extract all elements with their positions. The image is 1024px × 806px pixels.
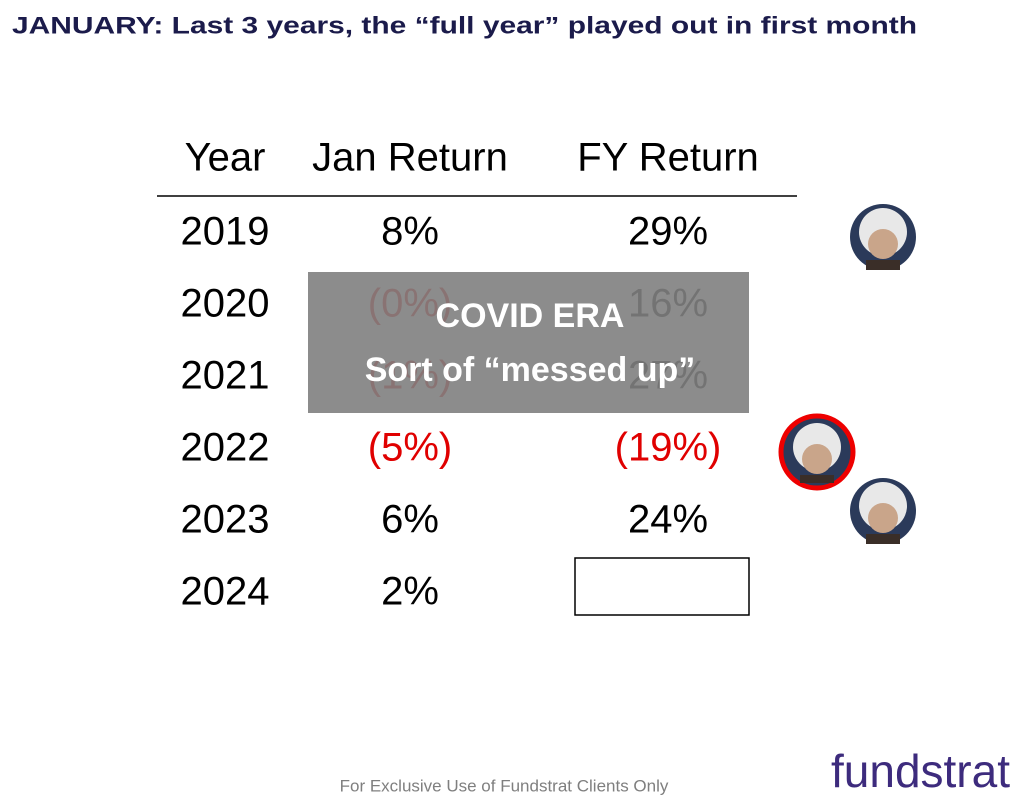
column-header: FY Return [577,136,759,180]
return-cell: 6% [381,498,439,542]
overlay-line: COVID ERA [436,297,625,335]
return-cell: (19%) [615,426,722,470]
column-header: Jan Return [312,136,508,180]
portrait-icon [850,204,916,270]
slide-title: JANUARY: Last 3 years, the “full year” p… [12,12,917,39]
footer-note: For Exclusive Use of Fundstrat Clients O… [340,776,669,795]
overlay-line: Sort of “messed up” [365,351,696,389]
return-cell: 29% [628,210,708,254]
overlay-box [308,272,749,413]
portrait-icon-highlighted [778,413,856,491]
logo: fundstrat [831,745,1010,797]
year-cell: 2021 [181,354,270,398]
column-header: Year [185,136,266,180]
return-cell: (5%) [368,426,452,470]
year-cell: 2023 [181,498,270,542]
empty-cell-box [574,557,750,616]
return-cell: 8% [381,210,439,254]
year-cell: 2024 [181,570,270,614]
year-cell: 2019 [181,210,270,254]
portrait-icon [850,478,916,544]
return-cell: 2% [381,570,439,614]
year-cell: 2022 [181,426,270,470]
year-cell: 2020 [181,282,270,326]
return-cell: 24% [628,498,708,542]
